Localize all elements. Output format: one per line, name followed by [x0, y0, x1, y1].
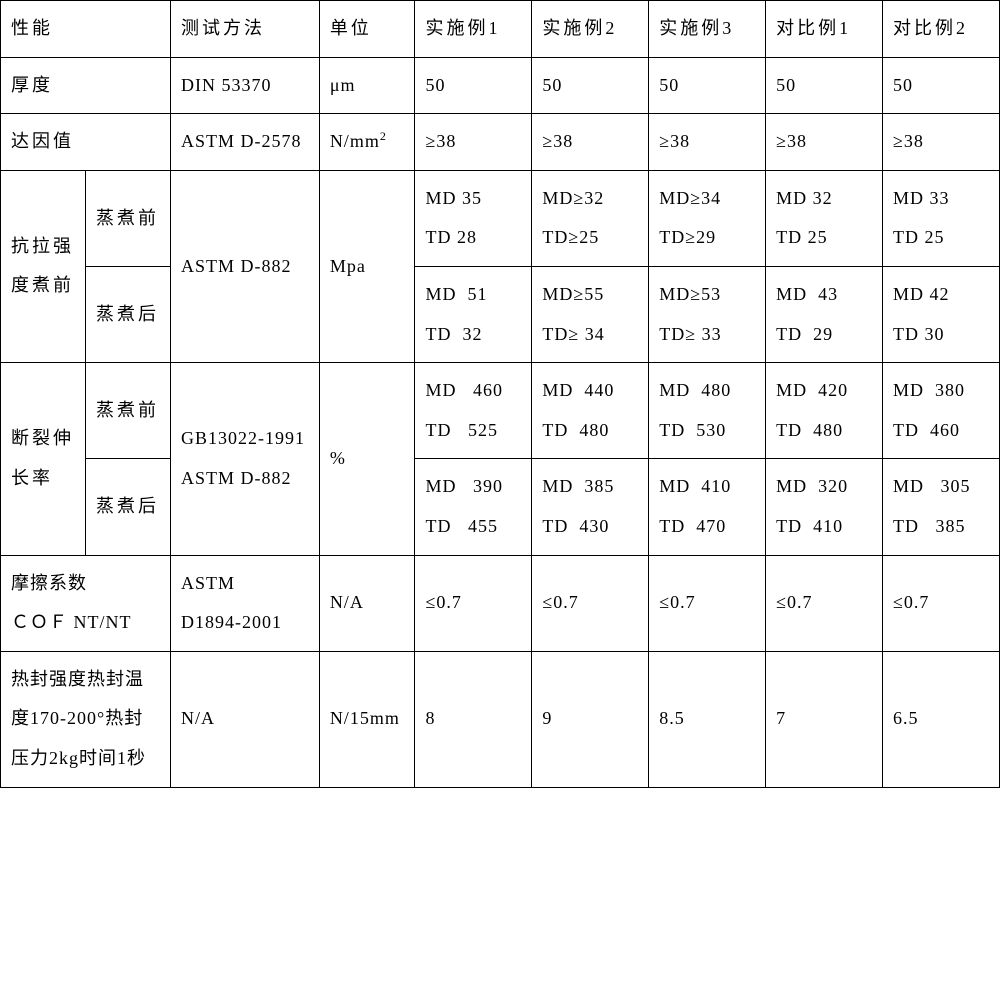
hdr-ex2: 实施例2 [532, 1, 649, 58]
cell: 50 [883, 57, 1000, 114]
row-tensile-after: 蒸煮后 MD 51 TD 32 MD≥55 TD≥ 34 MD≥53 TD≥ 3… [1, 266, 1000, 362]
cell: MD 460 TD 525 [415, 363, 532, 459]
unit-dyne: N/mm2 [319, 114, 415, 171]
lbl-thickness: 厚度 [1, 57, 171, 114]
cell: MD 410 TD 470 [649, 459, 766, 555]
cell: MD 320 TD 410 [766, 459, 883, 555]
cell: MD 42 TD 30 [883, 266, 1000, 362]
row-dyne: 达因值 ASTM D-2578 N/mm2 ≥38 ≥38 ≥38 ≥38 ≥3… [1, 114, 1000, 171]
header-row: 性能 测试方法 单位 实施例1 实施例2 实施例3 对比例1 对比例2 [1, 1, 1000, 58]
cell: ≤0.7 [766, 555, 883, 651]
lbl-before: 蒸煮前 [86, 363, 171, 459]
cell: MD 305 TD 385 [883, 459, 1000, 555]
cell: MD≥34 TD≥29 [649, 170, 766, 266]
cell: MD 33 TD 25 [883, 170, 1000, 266]
lbl-cof: 摩擦系数 ＣＯＦ NT/NT [1, 555, 171, 651]
unit-heatseal: N/15mm [319, 651, 415, 787]
unit-prefix: N/mm [330, 131, 380, 151]
cell: 50 [649, 57, 766, 114]
cell: MD≥55 TD≥ 34 [532, 266, 649, 362]
cell: MD 51 TD 32 [415, 266, 532, 362]
cell: ≤0.7 [649, 555, 766, 651]
unit-thickness: μm [319, 57, 415, 114]
spec-table: 性能 测试方法 单位 实施例1 实施例2 实施例3 对比例1 对比例2 厚度 D… [0, 0, 1000, 788]
method-heatseal: N/A [171, 651, 320, 787]
lbl-before: 蒸煮前 [86, 170, 171, 266]
cell: MD 390 TD 455 [415, 459, 532, 555]
method-cof: ASTM D1894-2001 [171, 555, 320, 651]
method-tensile: ASTM D-882 [171, 170, 320, 362]
cell: MD 420 TD 480 [766, 363, 883, 459]
lbl-elong: 断裂伸长率 [1, 363, 86, 555]
hdr-cp2: 对比例2 [883, 1, 1000, 58]
row-elong-before: 断裂伸长率 蒸煮前 GB13022-1991 ASTM D-882 % MD 4… [1, 363, 1000, 459]
cell: 8 [415, 651, 532, 787]
cell: 6.5 [883, 651, 1000, 787]
cell: 7 [766, 651, 883, 787]
cell: MD 385 TD 430 [532, 459, 649, 555]
unit-tensile: Mpa [319, 170, 415, 362]
cell: MD 32 TD 25 [766, 170, 883, 266]
cell: ≤0.7 [415, 555, 532, 651]
row-cof: 摩擦系数 ＣＯＦ NT/NT ASTM D1894-2001 N/A ≤0.7 … [1, 555, 1000, 651]
unit-sup: 2 [380, 129, 387, 143]
cell: ≤0.7 [883, 555, 1000, 651]
unit-elong: % [319, 363, 415, 555]
hdr-cp1: 对比例1 [766, 1, 883, 58]
row-heatseal: 热封强度热封温度170-200°热封压力2kg时间1秒 N/A N/15mm 8… [1, 651, 1000, 787]
hdr-method: 测试方法 [171, 1, 320, 58]
cell: 50 [532, 57, 649, 114]
cell: 50 [415, 57, 532, 114]
cell: ≥38 [415, 114, 532, 171]
lbl-after: 蒸煮后 [86, 459, 171, 555]
cell: MD≥32 TD≥25 [532, 170, 649, 266]
row-elong-after: 蒸煮后 MD 390 TD 455 MD 385 TD 430 MD 410 T… [1, 459, 1000, 555]
lbl-dyne: 达因值 [1, 114, 171, 171]
hdr-unit: 单位 [319, 1, 415, 58]
hdr-property: 性能 [1, 1, 171, 58]
lbl-tensile: 抗拉强度煮前 [1, 170, 86, 362]
cell: MD 35 TD 28 [415, 170, 532, 266]
cell: ≥38 [766, 114, 883, 171]
cell: MD≥53 TD≥ 33 [649, 266, 766, 362]
row-tensile-before: 抗拉强度煮前 蒸煮前 ASTM D-882 Mpa MD 35 TD 28 MD… [1, 170, 1000, 266]
cell: ≥38 [649, 114, 766, 171]
lbl-heatseal: 热封强度热封温度170-200°热封压力2kg时间1秒 [1, 651, 171, 787]
cell: MD 380 TD 460 [883, 363, 1000, 459]
cell: MD 43 TD 29 [766, 266, 883, 362]
lbl-after: 蒸煮后 [86, 266, 171, 362]
unit-cof: N/A [319, 555, 415, 651]
method-elong: GB13022-1991 ASTM D-882 [171, 363, 320, 555]
cell: MD 480 TD 530 [649, 363, 766, 459]
row-thickness: 厚度 DIN 53370 μm 50 50 50 50 50 [1, 57, 1000, 114]
method-thickness: DIN 53370 [171, 57, 320, 114]
hdr-ex3: 实施例3 [649, 1, 766, 58]
cell: ≤0.7 [532, 555, 649, 651]
cell: ≥38 [883, 114, 1000, 171]
cell: 50 [766, 57, 883, 114]
hdr-ex1: 实施例1 [415, 1, 532, 58]
cell: ≥38 [532, 114, 649, 171]
cell: 8.5 [649, 651, 766, 787]
method-dyne: ASTM D-2578 [171, 114, 320, 171]
cell: MD 440 TD 480 [532, 363, 649, 459]
cell: 9 [532, 651, 649, 787]
